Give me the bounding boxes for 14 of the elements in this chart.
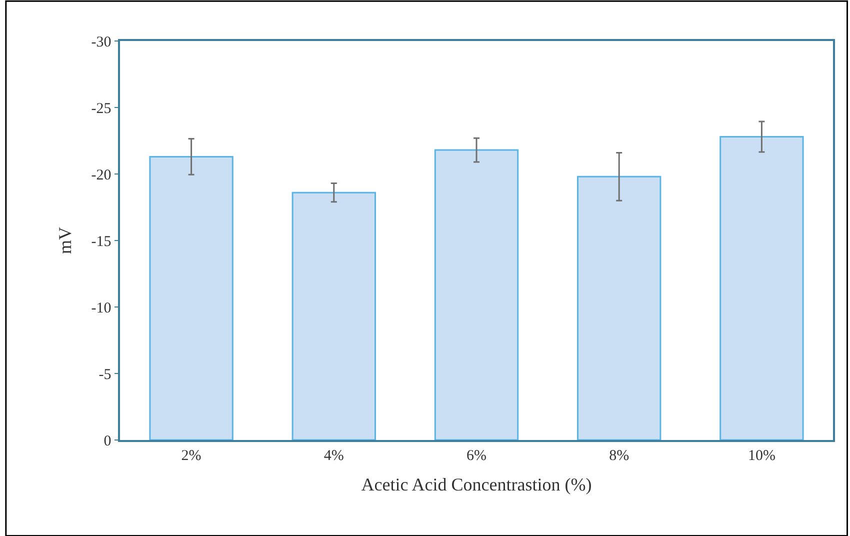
y-tick-label: -20 <box>91 167 112 184</box>
x-tick-label: 6% <box>466 448 486 464</box>
y-tick-label: -15 <box>91 234 112 250</box>
y-tick-label: -5 <box>98 366 112 383</box>
x-tick-label: 2% <box>181 448 202 464</box>
y-tick-label: -25 <box>91 100 112 117</box>
x-tick-label: 4% <box>324 448 344 464</box>
y-tick-label: -30 <box>91 34 112 50</box>
y-axis-title: mV <box>54 227 75 254</box>
y-tick-label: 0 <box>104 433 112 450</box>
y-tick-label: -10 <box>91 300 112 316</box>
x-axis-title: Acetic Acid Concentrastion (%) <box>361 474 592 494</box>
x-tick-label: 10% <box>748 448 776 464</box>
x-tick-label: 8% <box>609 448 630 464</box>
